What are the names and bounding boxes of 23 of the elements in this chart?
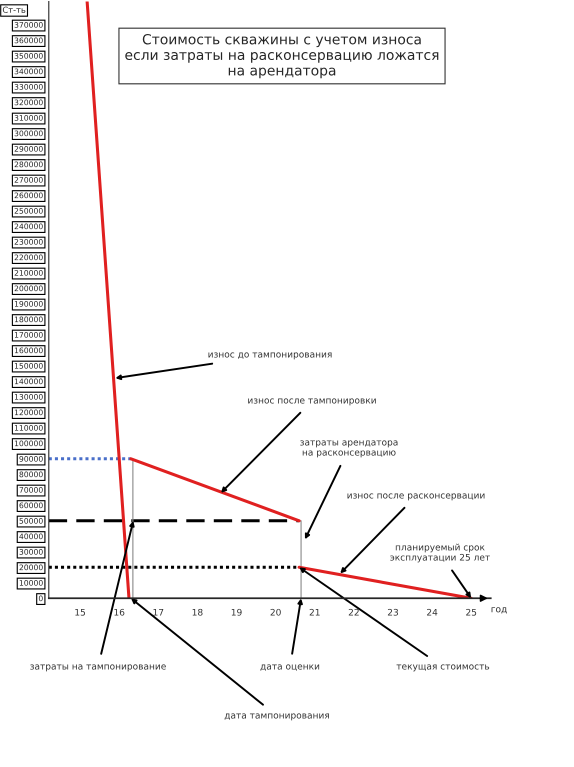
annotation: дата оценки	[260, 664, 320, 671]
text: Стоимость скважины с учетом износа если затраты на расконсервацию ложатся на арендатора	[125, 34, 438, 78]
x-tick-label: 21	[310, 608, 320, 616]
y-axis-title: Ст-ть	[2, 6, 26, 13]
x-tick-label: 16	[114, 608, 124, 616]
x-tick-label: 25	[466, 608, 476, 616]
annotation: износ после тампонировки	[248, 398, 376, 406]
x-tick-label: 19	[232, 608, 242, 616]
x-tick-label: 20	[270, 608, 281, 616]
x-tick-label: 18	[192, 608, 203, 616]
x-tick-label: 15	[75, 608, 86, 616]
annotation: затраты арендатора на расконсервацию	[300, 440, 398, 458]
annotation: текущая стоимость	[396, 664, 490, 672]
annotation: износ после расконсервации	[348, 493, 484, 500]
annotation: затраты на тампонирование	[30, 664, 166, 672]
x-axis-title: год	[492, 607, 507, 614]
annotation: дата тампонирования	[224, 713, 330, 720]
annotation: планируемый срок эксплуатации 25 лет	[390, 544, 490, 562]
x-tick-label: 23	[388, 608, 398, 616]
x-tick-label: 24	[427, 608, 438, 616]
annotation: износ до тампонирования	[208, 352, 332, 360]
x-tick-label: 22	[348, 608, 359, 616]
x-tick-label: 17	[154, 608, 164, 616]
